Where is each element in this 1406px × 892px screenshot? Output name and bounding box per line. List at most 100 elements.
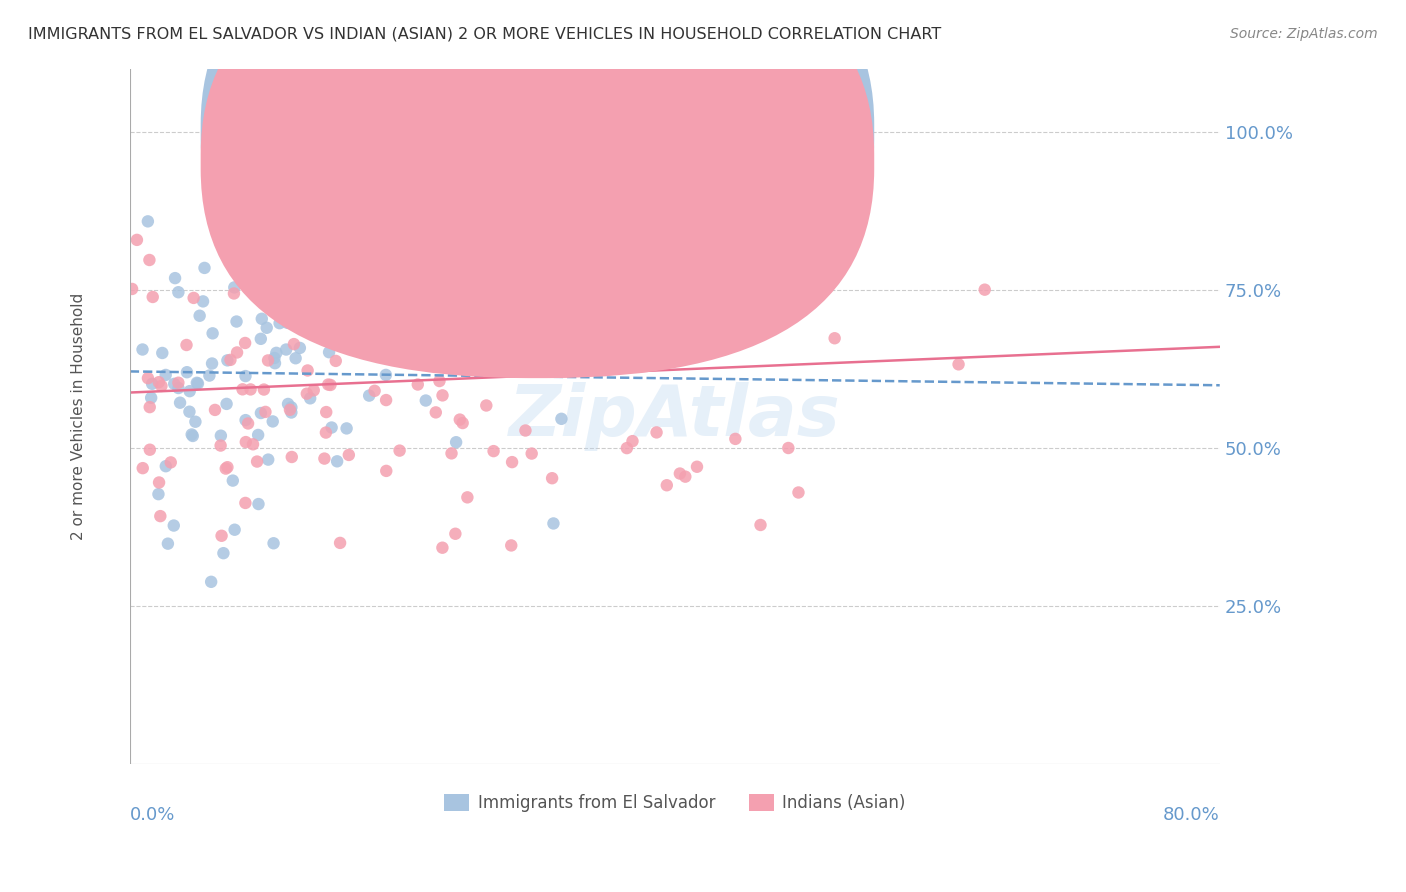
Point <box>269 316 291 330</box>
Point <box>444 435 467 450</box>
Point <box>550 219 572 233</box>
Point <box>165 271 187 285</box>
Point <box>176 338 198 352</box>
Point <box>150 346 173 360</box>
Point <box>374 368 396 382</box>
Point <box>263 351 285 365</box>
Point <box>136 214 159 228</box>
Point <box>163 376 186 391</box>
Point <box>432 388 454 402</box>
Point <box>948 357 970 371</box>
Text: 2 or more Vehicles in Household: 2 or more Vehicles in Household <box>72 293 86 540</box>
Point <box>449 412 471 426</box>
Point <box>440 446 463 460</box>
Point <box>169 395 191 409</box>
Point <box>633 213 655 227</box>
Text: R =  -0.092  N = 90: R = -0.092 N = 90 <box>550 128 740 145</box>
Point <box>326 454 349 468</box>
Point <box>232 382 254 396</box>
Point <box>246 454 269 468</box>
Point <box>284 351 307 366</box>
Point <box>148 375 170 389</box>
Point <box>541 471 564 485</box>
Point <box>325 354 347 368</box>
Point <box>138 252 160 267</box>
Point <box>276 343 298 357</box>
Point <box>235 369 257 384</box>
Point <box>330 305 353 319</box>
Point <box>314 451 336 466</box>
Point <box>388 443 411 458</box>
Point <box>501 538 523 552</box>
Point <box>329 536 352 550</box>
FancyBboxPatch shape <box>201 0 875 378</box>
Point <box>247 428 270 442</box>
Point <box>184 415 207 429</box>
Point <box>179 384 201 399</box>
Point <box>167 285 190 300</box>
Point <box>562 300 585 314</box>
Point <box>769 276 792 290</box>
Point <box>349 299 371 313</box>
Point <box>319 378 342 392</box>
Point <box>501 257 523 271</box>
Point <box>141 376 163 391</box>
Point <box>718 328 741 343</box>
Point <box>256 297 278 311</box>
Point <box>159 455 181 469</box>
Point <box>188 309 211 323</box>
Point <box>141 391 163 405</box>
Point <box>375 207 398 221</box>
Point <box>621 434 644 449</box>
Point <box>218 247 240 261</box>
Point <box>444 526 467 541</box>
Point <box>363 289 385 303</box>
Point <box>167 376 190 390</box>
Legend: Immigrants from El Salvador, Indians (Asian): Immigrants from El Salvador, Indians (As… <box>437 787 912 819</box>
Point <box>370 312 392 326</box>
Point <box>163 518 186 533</box>
Point <box>212 546 235 560</box>
Point <box>318 345 340 359</box>
Point <box>540 334 562 348</box>
Point <box>810 252 832 267</box>
Point <box>650 243 672 257</box>
Point <box>482 444 505 458</box>
Point <box>363 384 385 398</box>
Text: ZipAtlas: ZipAtlas <box>509 382 841 450</box>
Point <box>180 427 202 442</box>
Point <box>321 420 343 434</box>
Point <box>356 337 378 351</box>
Point <box>263 536 285 550</box>
Point <box>222 218 245 232</box>
Point <box>596 243 619 257</box>
Point <box>645 425 668 440</box>
Point <box>299 392 322 406</box>
Point <box>478 282 501 296</box>
Point <box>280 401 302 415</box>
Point <box>337 448 360 462</box>
Point <box>439 294 461 309</box>
Point <box>456 491 478 505</box>
Point <box>425 405 447 419</box>
Point <box>138 400 160 414</box>
Point <box>209 428 232 442</box>
Point <box>276 316 298 330</box>
Point <box>669 467 692 481</box>
Point <box>167 381 190 395</box>
Point <box>264 356 287 370</box>
Text: R =   0.048  N = 115: R = 0.048 N = 115 <box>550 158 749 176</box>
Point <box>346 337 368 351</box>
Point <box>132 461 155 475</box>
Point <box>193 260 215 275</box>
Point <box>131 343 153 357</box>
Point <box>222 286 245 301</box>
Point <box>778 441 800 455</box>
Point <box>207 161 229 176</box>
Point <box>200 574 222 589</box>
Point <box>824 331 846 345</box>
Point <box>406 377 429 392</box>
Point <box>250 406 273 420</box>
Point <box>201 326 224 341</box>
Point <box>520 446 543 460</box>
